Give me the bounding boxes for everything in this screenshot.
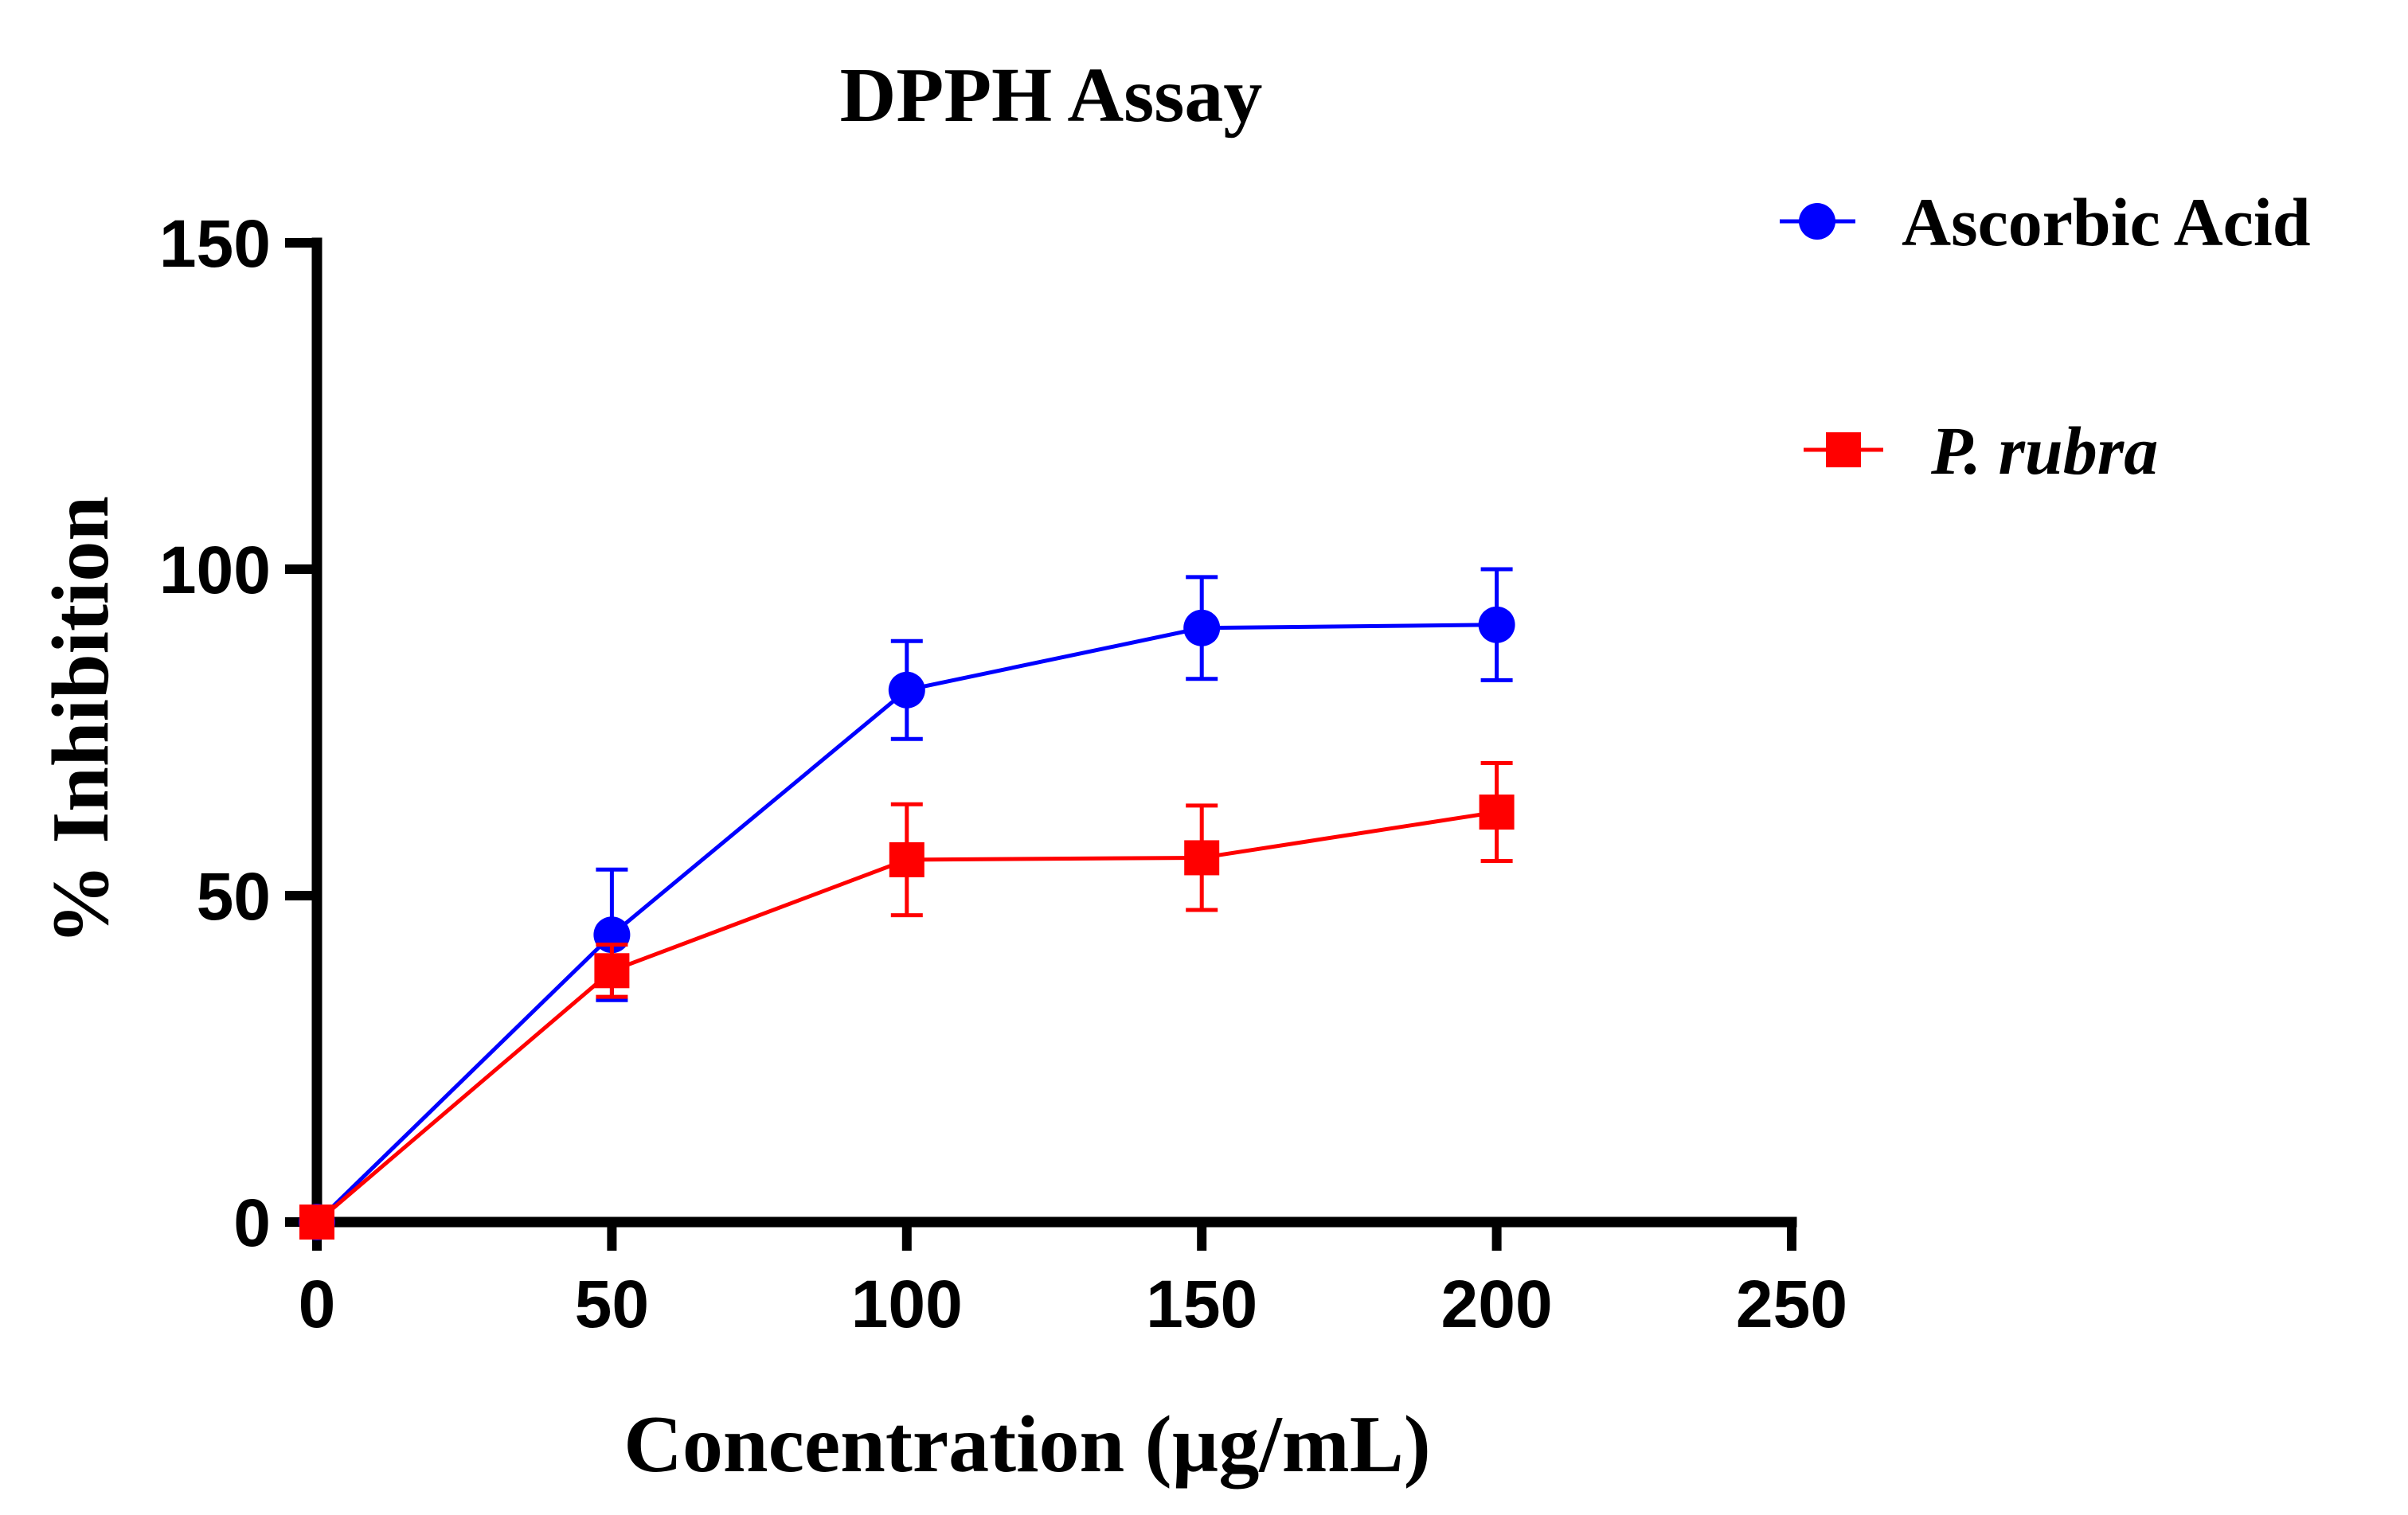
legend-label: Ascorbic Acid xyxy=(1902,184,2311,260)
data-point xyxy=(1479,795,1515,830)
axes: 0 50 100 150 200 250 0 50 100 150 xyxy=(159,206,1847,1341)
legend-marker xyxy=(1799,203,1835,240)
x-tick-label: 50 xyxy=(575,1267,649,1341)
y-tick-label: 0 xyxy=(233,1185,271,1260)
legend-marker xyxy=(1826,432,1861,467)
y-tick-label: 50 xyxy=(197,859,271,934)
legend-item: P. rubra xyxy=(1804,412,2158,489)
x-tick-label: 100 xyxy=(851,1267,963,1341)
data-point xyxy=(299,1205,334,1240)
plot-area xyxy=(299,567,1515,1240)
data-point xyxy=(888,671,925,709)
x-tick-label: 150 xyxy=(1146,1267,1257,1341)
series-p-rubra xyxy=(299,761,1515,1240)
x-tick-label: 250 xyxy=(1736,1267,1847,1341)
x-tick-label: 0 xyxy=(299,1267,336,1341)
data-point xyxy=(1183,609,1221,646)
y-tick-label: 100 xyxy=(159,533,271,607)
x-tick-label: 200 xyxy=(1441,1267,1553,1341)
x-axis-title: Concentration (µg/mL) xyxy=(624,1400,1430,1490)
legend: Ascorbic Acid P. rubra xyxy=(1780,184,2311,489)
data-point xyxy=(889,841,924,877)
y-tick-label: 150 xyxy=(159,206,271,281)
data-point xyxy=(594,953,630,989)
data-point xyxy=(1184,840,1220,876)
chart-title: DPPH Assay xyxy=(840,53,1263,139)
legend-label: P. rubra xyxy=(1930,412,2158,489)
y-axis-title: % Inhibition xyxy=(36,496,126,945)
legend-item: Ascorbic Acid xyxy=(1780,184,2311,260)
data-point xyxy=(1478,606,1515,643)
